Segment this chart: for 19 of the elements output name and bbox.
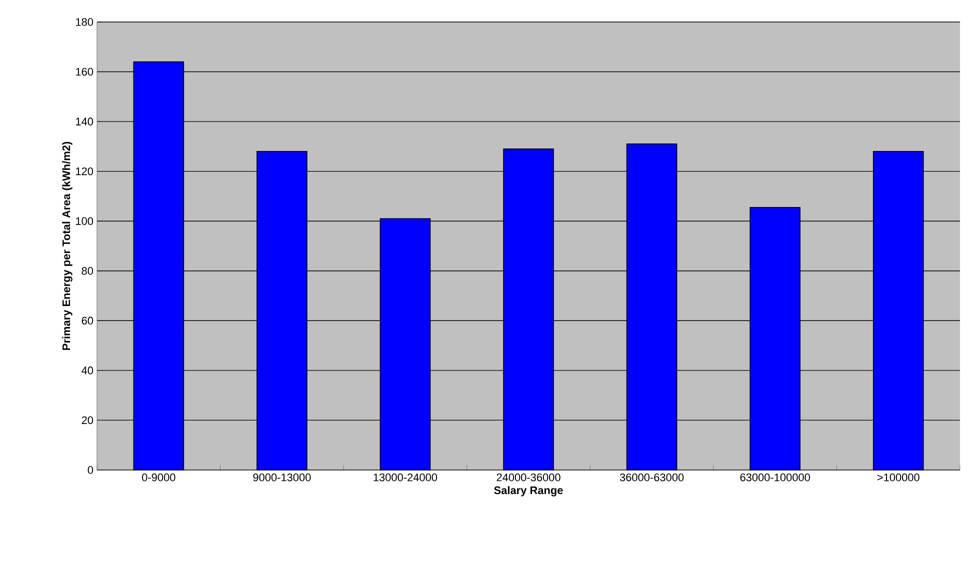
y-tick-label: 160	[76, 68, 94, 76]
x-tick-label: >100000	[877, 474, 920, 482]
y-tick-label: 40	[82, 366, 94, 374]
y-tick-label: 60	[82, 316, 94, 325]
x-axis-title: Salary Range	[494, 486, 563, 496]
y-tick-label: 120	[76, 167, 94, 176]
x-tick-label: 63000-100000	[740, 474, 810, 482]
x-tick-label: 0-9000	[142, 474, 176, 482]
y-axis-title: Primary Energy per Total Area (kWh/m2)	[62, 142, 72, 350]
x-tick-label: 13000-24000	[374, 474, 438, 482]
y-tick-label: 80	[82, 267, 94, 275]
y-tick-label: 20	[82, 416, 94, 424]
x-tick-label: 36000-63000	[620, 474, 684, 482]
y-tick-label: 140	[76, 118, 94, 126]
y-tick-label: 180	[76, 18, 94, 26]
y-tick-label: 100	[76, 217, 94, 225]
x-tick-label: 24000-36000	[496, 474, 560, 482]
x-tick-label: 9000-13000	[253, 474, 311, 482]
y-tick-label: 0	[88, 466, 94, 474]
